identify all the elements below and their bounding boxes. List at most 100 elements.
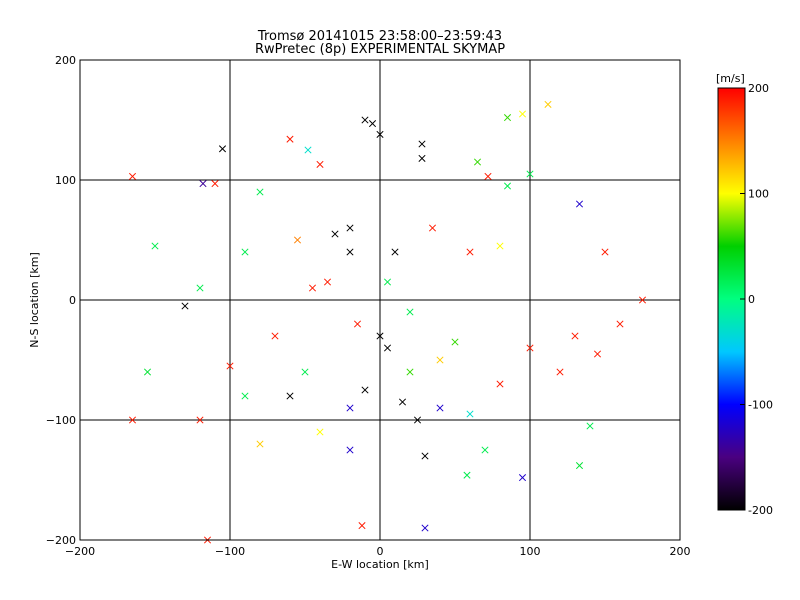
y-tick-label: 200 (55, 54, 76, 67)
data-point (421, 452, 429, 460)
data-point (226, 362, 234, 370)
data-point (616, 320, 624, 328)
data-point (398, 398, 407, 406)
data-point (466, 248, 474, 256)
data-point (575, 200, 584, 208)
colorbar-label: [m/s] (716, 72, 745, 85)
data-point (256, 188, 264, 196)
data-point (436, 404, 444, 412)
data-point (418, 140, 426, 148)
data-point (151, 242, 159, 250)
data-point (211, 180, 219, 188)
data-point (331, 230, 339, 238)
data-point (544, 100, 552, 108)
data-point (463, 471, 471, 479)
data-point (383, 344, 392, 352)
colorbar-ticks: -200 -100 0 100 200 (740, 82, 773, 517)
data-point (586, 422, 594, 430)
data-point (473, 158, 482, 166)
data-point (383, 278, 392, 286)
data-point (518, 110, 527, 118)
data-point (361, 116, 369, 124)
data-point (358, 522, 366, 530)
data-point (428, 224, 437, 232)
data-point (293, 236, 302, 244)
data-point (421, 524, 429, 532)
data-point (323, 278, 332, 286)
colorbar-tick-label: -200 (748, 504, 773, 517)
data-point (301, 368, 309, 376)
plot-grid (80, 60, 680, 540)
data-point (413, 416, 422, 424)
data-point (196, 416, 204, 424)
data-point (304, 146, 312, 154)
data-point (391, 248, 399, 256)
data-point (353, 320, 362, 328)
data-point (436, 356, 444, 364)
data-point (368, 120, 377, 128)
x-tick-label: 100 (520, 545, 541, 558)
data-point (406, 308, 414, 316)
data-point (286, 392, 294, 400)
y-tick-label: −100 (46, 414, 76, 427)
data-point (376, 130, 384, 138)
data-point (376, 332, 384, 340)
data-point (218, 145, 227, 153)
data-point (638, 296, 647, 304)
data-point (346, 404, 354, 412)
data-point (286, 135, 294, 143)
x-tick-label: 200 (670, 545, 691, 558)
data-point (571, 332, 579, 340)
plot-ticks: −200 −100 0 100 200 −200 −100 0 100 200 (46, 54, 691, 558)
data-point (466, 410, 474, 418)
data-point (484, 172, 492, 180)
data-point (601, 248, 609, 256)
y-tick-label: 0 (69, 294, 76, 307)
x-axis-label: E-W location [km] (331, 558, 429, 571)
colorbar-tick-label: 0 (748, 293, 755, 306)
data-point (316, 428, 324, 436)
data-point (361, 386, 369, 394)
chart-subtitle: RwPretec (8p) EXPERIMENTAL SKYMAP (255, 42, 505, 57)
y-tick-label: 100 (55, 174, 76, 187)
data-point (481, 446, 489, 454)
y-axis-label: N-S location [km] (28, 252, 41, 348)
data-point (575, 462, 584, 470)
x-tick-label: 0 (377, 545, 384, 558)
data-point (556, 368, 564, 376)
data-point (346, 224, 354, 232)
chart-title: Tromsø 20141015 23:58:00–23:59:43 (257, 29, 502, 44)
x-tick-label: −200 (65, 545, 95, 558)
data-point (593, 350, 602, 358)
data-point (526, 170, 534, 178)
data-point (346, 248, 354, 256)
data-point (451, 338, 459, 346)
data-point (518, 474, 527, 482)
plot-points (128, 100, 647, 544)
data-point (241, 392, 249, 400)
data-point (503, 182, 512, 190)
data-point (128, 416, 137, 424)
colorbar-tick-label: 200 (748, 82, 769, 95)
y-tick-label: −200 (46, 534, 76, 547)
data-point (241, 248, 249, 256)
data-point (526, 344, 534, 352)
colorbar-tick-label: -100 (748, 399, 773, 412)
data-point (271, 332, 279, 340)
data-point (418, 154, 426, 162)
data-point (128, 172, 137, 180)
data-point (256, 440, 264, 448)
colorbar-tick-label: 100 (748, 188, 769, 201)
data-point (308, 284, 317, 292)
x-tick-label: −100 (215, 545, 245, 558)
data-point (406, 368, 414, 376)
data-point (199, 180, 207, 188)
data-point (503, 114, 512, 122)
data-point (143, 368, 152, 376)
data-point (181, 302, 189, 310)
data-point (316, 160, 324, 168)
data-point (346, 446, 354, 454)
data-point (496, 380, 504, 388)
data-point (196, 284, 204, 292)
